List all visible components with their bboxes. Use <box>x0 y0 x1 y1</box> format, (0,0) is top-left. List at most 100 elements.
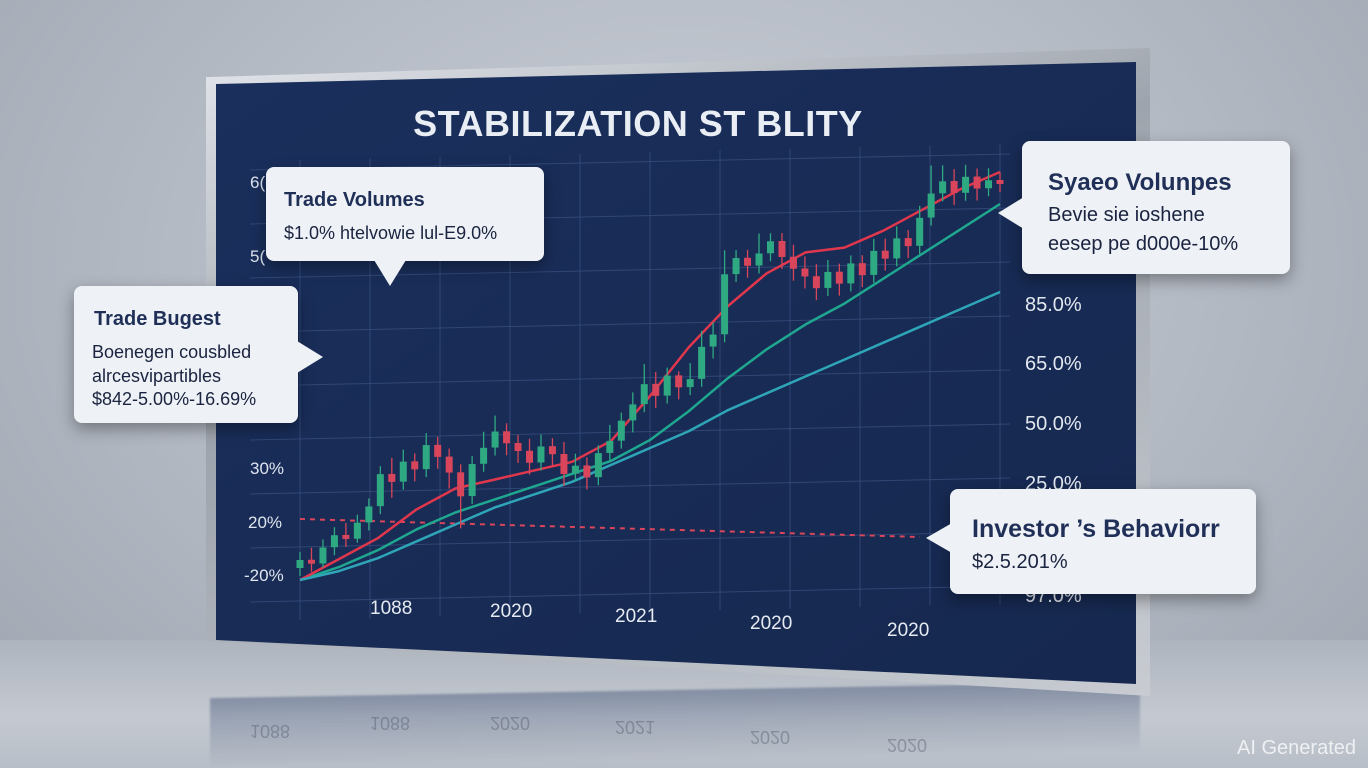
candle-down <box>434 436 442 469</box>
candle-up <box>663 367 671 404</box>
series-line-red <box>299 170 1001 582</box>
candle-up <box>766 233 774 262</box>
candle-down <box>996 172 1004 192</box>
chart-title: STABILIZATION ST BLITY <box>413 103 863 144</box>
candle-down <box>812 264 820 301</box>
candle-up <box>480 431 488 472</box>
grid-line-horizontal <box>249 477 1011 495</box>
x-axis-label: 2020 <box>490 601 532 622</box>
candle-up <box>721 250 729 343</box>
candle-up <box>893 226 901 267</box>
candle-down <box>904 230 912 259</box>
callout-title: Trade Volumes <box>284 189 425 211</box>
candle-down <box>973 168 981 201</box>
candle-up <box>353 514 361 543</box>
candle-up <box>468 456 476 505</box>
callout-investor-behavior: Investor ’s Behaviorr $2.5.201% <box>926 489 1256 594</box>
left-axis-label: 5( <box>250 247 265 266</box>
candle-up <box>640 364 648 413</box>
grid-line-horizontal <box>249 531 1011 549</box>
callout-syaeo-volunpes: Syaeo Volunpes Bevie sie ioshene eesep p… <box>998 141 1290 274</box>
candle-up <box>939 165 947 202</box>
candle-up <box>962 164 970 201</box>
right-axis-label: 65.0% <box>1025 353 1082 375</box>
callout-text: eesep pe d000e-10% <box>1048 233 1239 255</box>
x-axis-label: 2020 <box>750 613 792 634</box>
candle-down <box>514 435 522 464</box>
candle-up <box>629 392 637 433</box>
callout-title: Syaeo Volunpes <box>1048 169 1232 196</box>
callout-trade-volumes: Trade Volumes $1.0% htelvowie lul-E9.0% <box>266 167 544 286</box>
candle-up <box>709 322 717 359</box>
callout-text: $842-5.00%-16.69% <box>92 389 257 409</box>
candle-up <box>732 250 740 283</box>
callout-pointer <box>374 260 406 286</box>
left-axis-label: 6( <box>250 173 265 192</box>
candle-up <box>376 466 384 515</box>
x-axis-label: 2020 <box>887 620 929 641</box>
candle-up <box>399 449 407 490</box>
candle-up <box>422 433 430 478</box>
candle-up <box>537 434 545 471</box>
candle-down <box>881 238 889 271</box>
candle-down <box>583 457 591 490</box>
watermark: AI Generated <box>1237 737 1356 759</box>
series-line-teal-lower <box>299 290 1001 582</box>
candles <box>296 164 1004 576</box>
candle-up <box>824 259 832 296</box>
candle-up <box>755 233 763 274</box>
grid-line-horizontal <box>249 423 1011 441</box>
candle-up <box>606 424 614 461</box>
candle-up <box>571 453 579 482</box>
left-axis-labels: 6( 5( 30% 20% -20% <box>244 173 284 585</box>
callout-pointer <box>926 523 952 553</box>
reference-line <box>299 518 921 538</box>
x-axis-label: 2021 <box>615 606 657 627</box>
grid-line-horizontal <box>249 369 1011 387</box>
candle-down <box>548 438 556 467</box>
callout-text: alrcesvipartibles <box>92 366 222 386</box>
right-axis-label: 85.0% <box>1025 294 1082 316</box>
grid-line-horizontal <box>249 585 1011 603</box>
candle-up <box>365 498 373 531</box>
candle-down <box>411 453 419 482</box>
callout-text: $2.5.201% <box>972 551 1068 573</box>
candle-up <box>491 415 499 456</box>
candle-down <box>445 448 453 489</box>
candle-down <box>835 263 843 296</box>
candle-up <box>847 255 855 292</box>
candle-up <box>617 412 625 449</box>
x-axis-labels: 1088 2020 2021 2020 2020 <box>370 598 929 641</box>
candle-down <box>789 244 797 281</box>
candle-up <box>698 330 706 387</box>
candle-down <box>744 249 752 278</box>
grid-line-horizontal <box>249 315 1011 333</box>
candle-up <box>319 539 327 568</box>
callout-title: Trade Bugest <box>94 308 221 330</box>
callout-text: Bevie sie ioshene <box>1048 204 1205 226</box>
candle-down <box>675 371 683 400</box>
candle-up <box>686 363 694 396</box>
candle-down <box>652 371 660 408</box>
candle-up <box>330 527 338 556</box>
left-axis-label: -20% <box>244 566 284 585</box>
callout-trade-bugest: Trade Bugest Boenegen cousbled alrcesvip… <box>74 286 323 423</box>
right-axis-label: 50.0% <box>1025 413 1082 435</box>
callout-text: Boenegen cousbled <box>92 342 252 362</box>
candle-up <box>927 165 935 226</box>
candle-down <box>950 169 958 206</box>
candle-down <box>778 232 786 269</box>
callout-pointer <box>297 341 323 373</box>
candle-up <box>916 205 924 254</box>
callout-text: $1.0% htelvowie lul-E9.0% <box>284 223 498 243</box>
candle-down <box>503 423 511 456</box>
candle-up <box>594 445 602 486</box>
left-axis-label: 30% <box>250 459 284 478</box>
candle-down <box>801 256 809 289</box>
left-axis-label: 20% <box>248 513 282 532</box>
candle-down <box>560 441 568 486</box>
candle-down <box>388 457 396 498</box>
series-lines <box>299 170 1001 582</box>
candle-up <box>870 238 878 283</box>
candle-up <box>985 168 993 197</box>
